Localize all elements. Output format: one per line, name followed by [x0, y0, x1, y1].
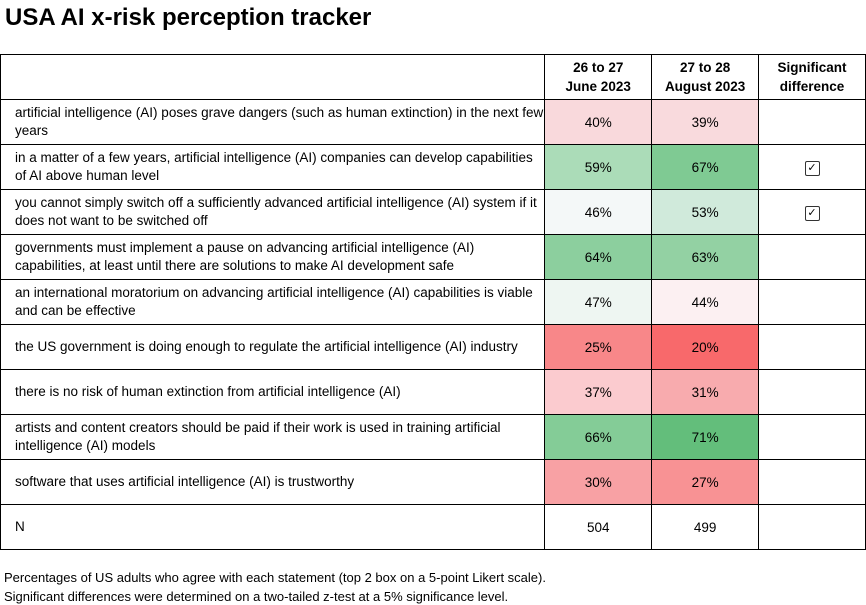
significance-cell: ✓	[758, 144, 866, 190]
june-value-cell: 47%	[544, 279, 653, 325]
header-sig-line2: difference	[779, 79, 845, 94]
august-value-cell: 27%	[651, 459, 760, 505]
june-value-cell: 25%	[544, 324, 653, 370]
table-row: an international moratorium on advancing…	[0, 279, 866, 325]
statement-cell: in a matter of a few years, artificial i…	[0, 144, 546, 190]
significance-cell: ✓	[758, 189, 866, 235]
august-value-cell: 71%	[651, 414, 760, 460]
tracker-table: 26 to 27 June 2023 27 to 28 August 2023 Si…	[0, 54, 866, 550]
significance-cell	[758, 99, 866, 145]
checkbox-checked-icon: ✓	[804, 205, 820, 221]
statement-cell: artists and content creators should be p…	[0, 414, 546, 460]
august-value-cell: 63%	[651, 234, 760, 280]
table-row: in a matter of a few years, artificial i…	[0, 144, 866, 190]
header-row: 26 to 27 June 2023 27 to 28 August 2023 Si…	[0, 54, 866, 100]
significance-cell	[758, 414, 866, 460]
august-value-cell: 53%	[651, 189, 760, 235]
checkbox-checked-icon: ✓	[804, 160, 820, 176]
header-august: 27 to 28 August 2023	[651, 54, 760, 100]
footnote-2: Significant differences were determined …	[4, 589, 509, 604]
statement-cell: you cannot simply switch off a sufficien…	[0, 189, 546, 235]
table-row: software that uses artificial intelligen…	[0, 459, 866, 505]
statement-cell: artificial intelligence (AI) poses grave…	[0, 99, 546, 145]
table-row: governments must implement a pause on ad…	[0, 234, 866, 280]
table-row: the US government is doing enough to reg…	[0, 324, 866, 370]
august-value-cell: 44%	[651, 279, 760, 325]
n-august: 499	[651, 504, 760, 550]
table-row: artificial intelligence (AI) poses grave…	[0, 99, 866, 145]
footnote-1: Percentages of US adults who agree with …	[4, 570, 546, 585]
n-label: N	[0, 504, 546, 550]
august-value-cell: 39%	[651, 99, 760, 145]
header-june: 26 to 27 June 2023	[544, 54, 653, 100]
n-row: N 504 499	[0, 504, 866, 550]
header-statement	[0, 54, 546, 100]
table-row: artists and content creators should be p…	[0, 414, 866, 460]
significance-cell	[758, 324, 866, 370]
header-august-line1: 27 to 28	[679, 60, 731, 75]
statement-cell: governments must implement a pause on ad…	[0, 234, 546, 280]
table-row: there is no risk of human extinction fro…	[0, 369, 866, 415]
page-title: USA AI x-risk perception tracker	[5, 4, 372, 31]
august-value-cell: 67%	[651, 144, 760, 190]
significance-cell	[758, 459, 866, 505]
header-june-line1: 26 to 27	[573, 60, 624, 75]
statement-cell: there is no risk of human extinction fro…	[0, 369, 546, 415]
statement-cell: software that uses artificial intelligen…	[0, 459, 546, 505]
statement-cell: an international moratorium on advancing…	[0, 279, 546, 325]
june-value-cell: 59%	[544, 144, 653, 190]
header-august-line2: August 2023	[664, 79, 746, 94]
august-value-cell: 31%	[651, 369, 760, 415]
header-sig-line1: Significant	[777, 60, 847, 75]
header-significant: Significant difference	[758, 54, 866, 100]
june-value-cell: 40%	[544, 99, 653, 145]
statement-cell: the US government is doing enough to reg…	[0, 324, 546, 370]
significance-cell	[758, 234, 866, 280]
august-value-cell: 20%	[651, 324, 760, 370]
june-value-cell: 37%	[544, 369, 653, 415]
june-value-cell: 46%	[544, 189, 653, 235]
n-significance	[758, 504, 866, 550]
header-june-line2: June 2023	[565, 79, 631, 94]
june-value-cell: 64%	[544, 234, 653, 280]
significance-cell	[758, 279, 866, 325]
table-row: you cannot simply switch off a sufficien…	[0, 189, 866, 235]
n-june: 504	[544, 504, 653, 550]
june-value-cell: 66%	[544, 414, 653, 460]
june-value-cell: 30%	[544, 459, 653, 505]
significance-cell	[758, 369, 866, 415]
